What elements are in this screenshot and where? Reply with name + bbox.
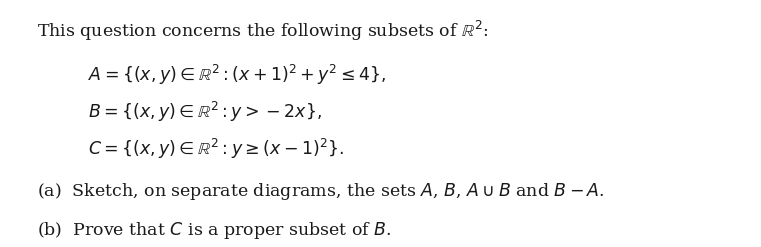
Text: $A = \{(x, y) \in \mathbb{R}^2 : (x + 1)^2 + y^2 \leq 4\},$: $A = \{(x, y) \in \mathbb{R}^2 : (x + 1)… [88, 63, 386, 87]
Text: (b)  Prove that $C$ is a proper subset of $B$.: (b) Prove that $C$ is a proper subset of… [37, 220, 391, 242]
Text: This question concerns the following subsets of $\mathbb{R}^2$:: This question concerns the following sub… [37, 19, 488, 43]
Text: $C = \{(x, y) \in \mathbb{R}^2 : y \geq (x - 1)^2\}.$: $C = \{(x, y) \in \mathbb{R}^2 : y \geq … [88, 137, 344, 162]
Text: $B = \{(x, y) \in \mathbb{R}^2 : y > -2x\},$: $B = \{(x, y) \in \mathbb{R}^2 : y > -2x… [88, 100, 322, 124]
Text: (a)  Sketch, on separate diagrams, the sets $A$, $B$, $A \cup B$ and $B - A$.: (a) Sketch, on separate diagrams, the se… [37, 181, 604, 202]
